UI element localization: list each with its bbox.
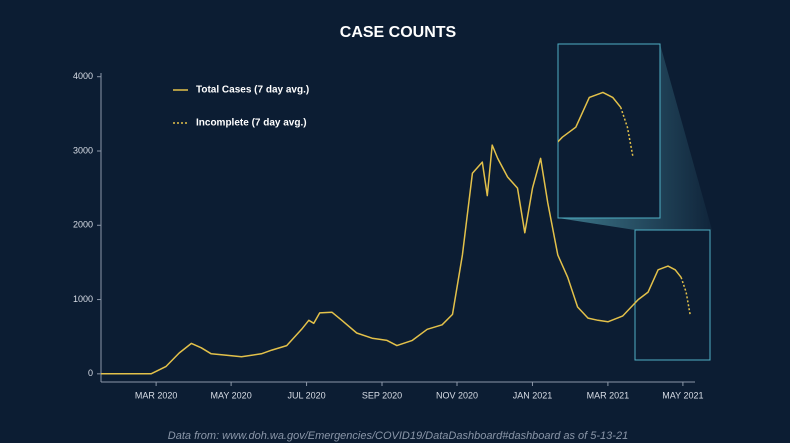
- x-tick-label: MAY 2021: [662, 390, 703, 400]
- zoom-group: [558, 91, 634, 158]
- x-tick-label: JAN 2021: [513, 390, 553, 400]
- legend-label: Incomplete (7 day avg.): [196, 118, 307, 129]
- chart-title: CASE COUNTS: [340, 24, 457, 41]
- x-tick-label: MAR 2021: [587, 390, 630, 400]
- x-tick-label: MAR 2020: [135, 390, 178, 400]
- x-tick-label: NOV 2020: [436, 390, 478, 400]
- y-tick-label: 2000: [73, 220, 93, 230]
- x-tick-label: JUL 2020: [287, 390, 325, 400]
- y-tick-label: 3000: [73, 145, 93, 155]
- zoom-region: [634, 229, 711, 361]
- zoom-inset: [557, 43, 661, 219]
- y-tick-label: 1000: [73, 294, 93, 304]
- series-line: [680, 277, 691, 315]
- zoom-line: [619, 107, 634, 158]
- x-tick-label: MAY 2020: [211, 390, 252, 400]
- y-tick-label: 0: [88, 368, 93, 378]
- x-tick-label: SEP 2020: [362, 390, 402, 400]
- legend-label: Total Cases (7 day avg.): [196, 85, 309, 96]
- y-tick-label: 4000: [73, 71, 93, 81]
- source-note: Data from: www.doh.wa.gov/Emergencies/CO…: [168, 430, 628, 442]
- series-line: [101, 144, 682, 375]
